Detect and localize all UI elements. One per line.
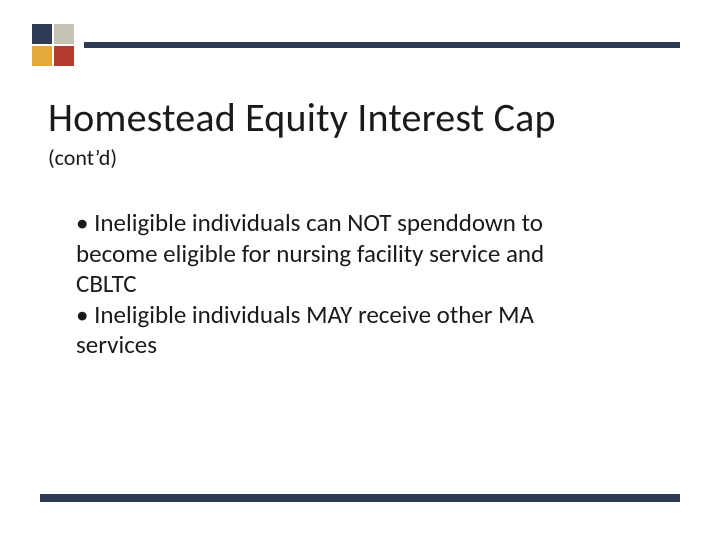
logo-square-br xyxy=(54,46,74,66)
logo-square-tl xyxy=(32,24,52,44)
slide-subtitle: (cont’d) xyxy=(48,144,672,171)
body-block: • Ineligible individuals can NOT spenddo… xyxy=(76,208,600,361)
slide-title: Homestead Equity Interest Cap xyxy=(48,96,672,140)
logo-square-bl xyxy=(32,46,52,66)
bullet-dot-icon: • xyxy=(76,207,88,238)
logo-grid xyxy=(32,24,74,66)
top-divider xyxy=(84,42,680,48)
bottom-divider xyxy=(40,494,680,502)
bullet-dot-icon: • xyxy=(76,299,88,330)
bullet-item: • Ineligible individuals MAY receive oth… xyxy=(76,300,600,361)
bullet-item: • Ineligible individuals can NOT spenddo… xyxy=(76,208,600,300)
bullet-text: Ineligible individuals MAY receive other… xyxy=(76,299,534,361)
bullet-text: Ineligible individuals can NOT spenddown… xyxy=(76,207,544,299)
logo-square-tr xyxy=(54,24,74,44)
title-block: Homestead Equity Interest Cap (cont’d) xyxy=(48,96,672,171)
